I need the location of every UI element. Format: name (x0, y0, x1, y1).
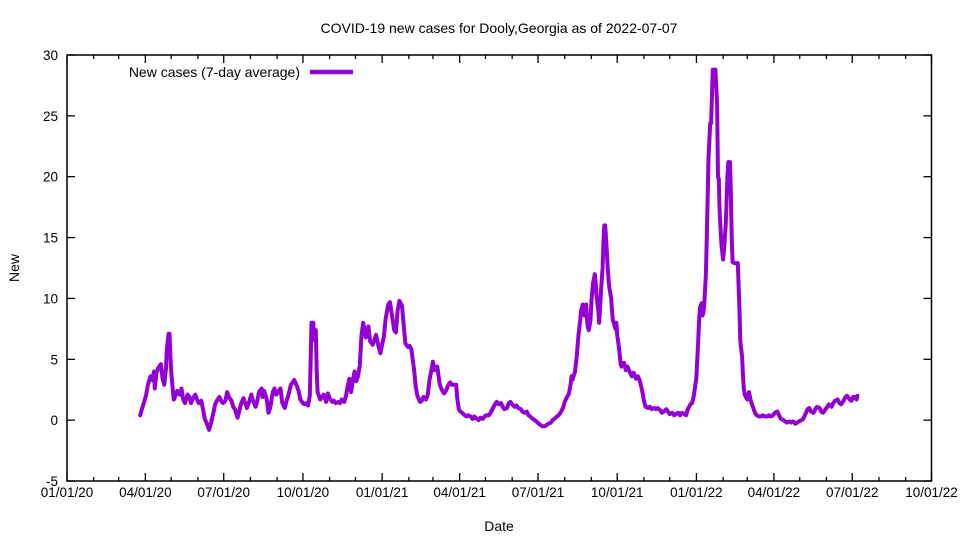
x-tick-label: 07/01/22 (826, 485, 879, 500)
x-tick-label: 04/01/22 (748, 485, 801, 500)
x-tick-label: 04/01/21 (433, 485, 486, 500)
x-tick-label: 07/01/20 (197, 485, 250, 500)
legend-label: New cases (7-day average) (129, 64, 300, 80)
x-axis-title: Date (484, 518, 514, 534)
y-axis-title: New (6, 253, 22, 282)
x-tick-label: 01/01/21 (356, 485, 409, 500)
y-tick-label: 15 (43, 231, 58, 246)
series-line (138, 67, 860, 432)
chart-title: COVID-19 new cases for Dooly,Georgia as … (321, 20, 678, 36)
x-tick-label: 10/01/22 (905, 485, 958, 500)
x-tick-label: 01/01/22 (670, 485, 723, 500)
y-tick-label: 0 (50, 413, 58, 428)
x-tick-label: 01/01/20 (41, 485, 94, 500)
legend: New cases (7-day average) (129, 64, 353, 80)
plot-area: 01/01/20 04/01/20 07/01/20 10/01/20 01/01/21… (41, 48, 958, 500)
y-tick-label: -5 (46, 474, 58, 489)
x-tick-label: 04/01/20 (119, 485, 172, 500)
y-tick-label: 25 (43, 109, 58, 124)
x-tick-label: 10/01/20 (277, 485, 330, 500)
plot-border (66, 54, 933, 482)
x-tick-label: 10/01/21 (591, 485, 644, 500)
y-tick-label: 10 (43, 291, 58, 306)
y-tick-label: 30 (43, 48, 58, 63)
y-tick-label: 5 (50, 352, 58, 367)
y-tick-label: 20 (43, 170, 58, 185)
x-tick-label: 07/01/21 (512, 485, 565, 500)
